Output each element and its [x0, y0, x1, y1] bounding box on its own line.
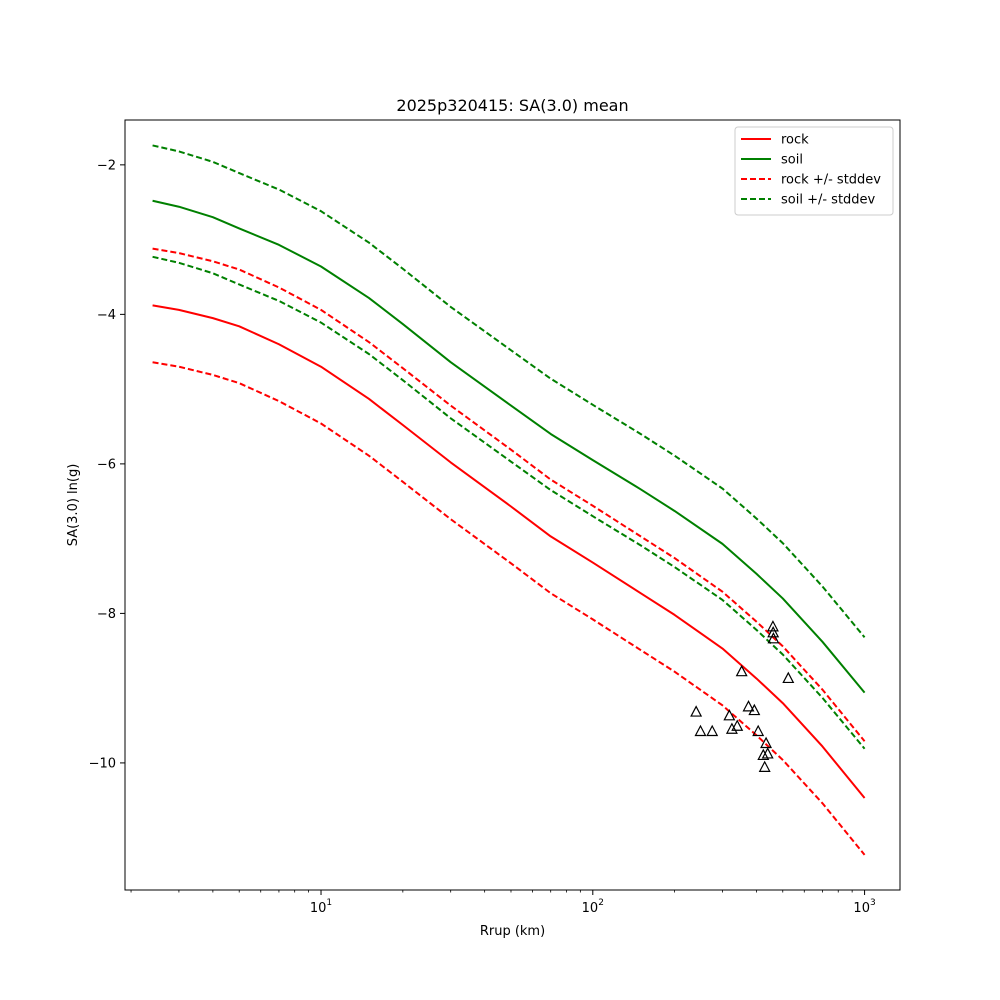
y-tick-label: −2: [97, 158, 116, 173]
series-line-4: [152, 144, 866, 638]
y-tick-label: −8: [97, 607, 116, 622]
observation-point: [767, 626, 780, 638]
x-tick-label: 102: [582, 898, 604, 916]
x-tick-label: 103: [853, 898, 875, 916]
series-line-2: [152, 247, 866, 742]
observation-point: [782, 671, 795, 684]
series-line-0: [152, 304, 866, 799]
observation-point: [767, 632, 780, 644]
observation-point: [723, 709, 736, 721]
y-axis-label: SA(3.0) ln(g): [66, 464, 81, 547]
y-tick-label: −6: [97, 457, 116, 472]
observation-point: [757, 748, 770, 761]
observation-point: [761, 747, 774, 759]
plot-area-frame: [124, 119, 901, 891]
observation-point: [748, 703, 761, 716]
observation-point: [752, 724, 765, 737]
legend-label: rock +/- stddev: [781, 173, 881, 188]
series-line-1: [152, 199, 866, 694]
series-line-5: [152, 255, 866, 750]
observation-point: [706, 724, 719, 737]
observation-point: [735, 664, 748, 677]
legend-label: rock: [781, 133, 809, 148]
y-tick-label: −4: [97, 308, 116, 323]
chart-title: 2025p320415: SA(3.0) mean: [396, 96, 628, 115]
observation-layer: [690, 620, 795, 772]
x-tick-label: 101: [310, 898, 332, 916]
observation-point: [690, 705, 703, 717]
legend-label: soil +/- stddev: [781, 193, 876, 208]
observation-point: [694, 724, 707, 737]
observation-point: [760, 736, 773, 749]
y-tick-label: −10: [89, 756, 116, 771]
observation-point: [725, 722, 738, 734]
observation-point: [731, 719, 744, 731]
legend: rock soil rock +/- stddev soil +/- stddev: [734, 126, 894, 216]
observation-point: [742, 700, 755, 712]
observation-point: [766, 620, 779, 632]
tick-layer: 101 102 103 −2 −4 −6 −8 −10: [89, 158, 876, 916]
legend-label: soil: [781, 153, 803, 168]
observation-point: [758, 760, 771, 772]
legend-box: [734, 126, 894, 216]
x-axis-label: Rrup (km): [480, 924, 545, 939]
